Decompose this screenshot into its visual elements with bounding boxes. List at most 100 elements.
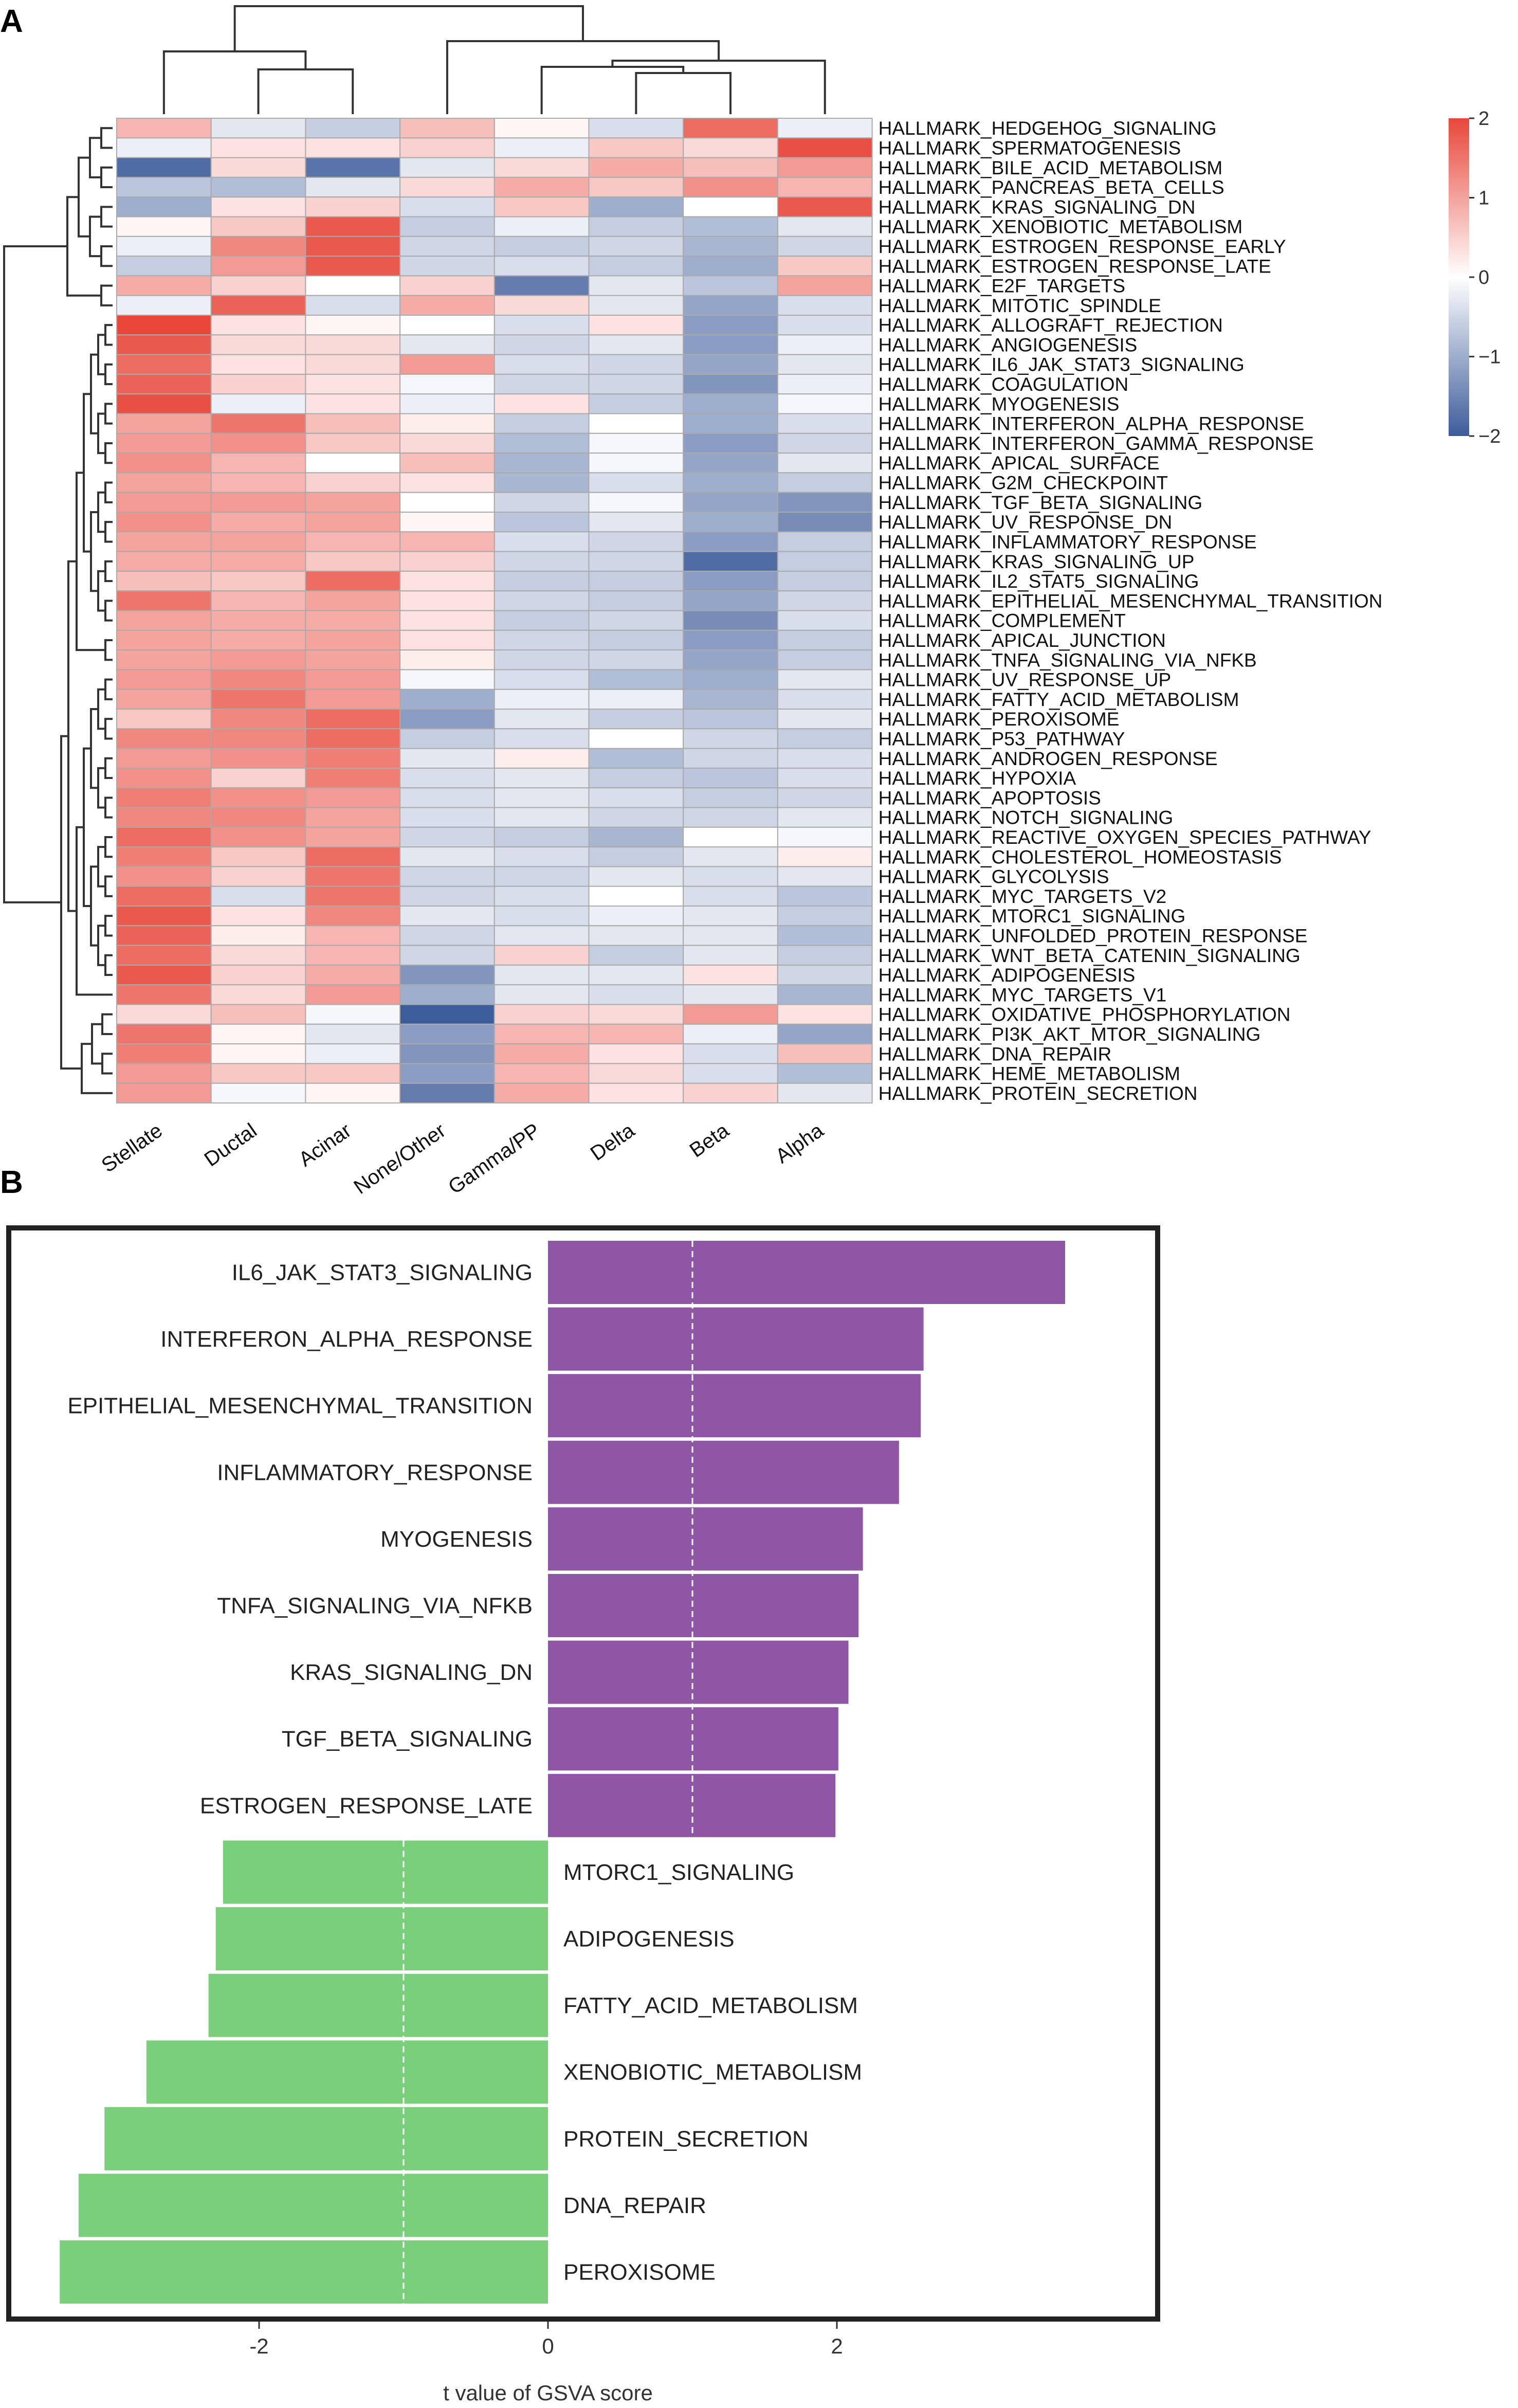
- heatmap-cell: [116, 826, 212, 848]
- heatmap-cell: [493, 1004, 590, 1025]
- heatmap-cell: [683, 176, 778, 198]
- heatmap-cell: [777, 964, 873, 986]
- bar: [60, 2240, 548, 2304]
- heatmap-cell: [493, 807, 590, 828]
- heatmap-cell: [777, 393, 873, 414]
- heatmap-cell: [116, 709, 212, 730]
- heatmap-cell: [116, 906, 212, 927]
- heatmap-cell: [777, 236, 873, 257]
- heatmap-cell: [493, 610, 590, 631]
- heatmap-cell: [116, 590, 212, 611]
- bar-category-label: EPITHELIAL_MESENCHYMAL_TRANSITION: [67, 1393, 533, 1419]
- heatmap-color-legend: 2 1 0 −1 −2: [1449, 108, 1501, 447]
- heatmap-cell: [116, 964, 212, 986]
- dendrogram-branch: [83, 747, 91, 907]
- bar-category-label: PEROXISOME: [563, 2260, 716, 2285]
- heatmap-cell: [210, 295, 306, 316]
- heatmap-cell: [116, 492, 212, 513]
- heatmap-cell: [210, 373, 306, 395]
- heatmap-cell: [588, 709, 684, 730]
- dendrogram-branch: [104, 442, 113, 464]
- heatmap-cell: [210, 176, 306, 198]
- heatmap-cell: [305, 256, 401, 277]
- heatmap-cell: [777, 1004, 873, 1025]
- heatmap-cell: [210, 413, 306, 434]
- bar: [548, 1773, 836, 1837]
- heatmap-row-label: HALLMARK_UNFOLDED_PROTEIN_RESPONSE: [879, 926, 1308, 947]
- dendrogram-branch: [100, 206, 113, 228]
- heatmap-cell: [777, 846, 873, 867]
- dendrogram-branch: [104, 757, 113, 780]
- heatmap-cell: [116, 196, 212, 218]
- heatmap-cell: [116, 413, 212, 434]
- heatmap-cell: [210, 137, 306, 158]
- heatmap-cell: [399, 590, 495, 611]
- heatmap-row-label: HALLMARK_MITOTIC_SPINDLE: [879, 295, 1161, 316]
- heatmap-row-label: HALLMARK_MYOGENESIS: [879, 393, 1120, 414]
- heatmap-cell: [116, 334, 212, 355]
- heatmap-cell: [116, 551, 212, 572]
- heatmap-cell: [210, 826, 306, 848]
- dendrogram-branch: [78, 156, 90, 238]
- heatmap-cell: [399, 295, 495, 316]
- heatmap-cell: [777, 531, 873, 552]
- heatmap-cell: [399, 984, 495, 1005]
- dendrogram-branch: [104, 324, 113, 346]
- heatmap-cell: [305, 452, 401, 474]
- heatmap-cell: [588, 787, 684, 808]
- heatmap-cell: [683, 1043, 778, 1064]
- dendrogram-branch: [97, 688, 105, 730]
- heatmap-row-label: HALLMARK_EPITHELIAL_MESENCHYMAL_TRANSITI…: [879, 590, 1383, 611]
- heatmap-row-label: HALLMARK_UV_RESPONSE_DN: [879, 512, 1173, 533]
- heatmap-cell: [683, 767, 778, 789]
- heatmap-cell: [210, 945, 306, 966]
- heatmap-cell: [777, 709, 873, 730]
- heatmap-cell: [777, 866, 873, 887]
- heatmap-cell: [399, 787, 495, 808]
- heatmap-cell: [399, 629, 495, 651]
- heatmap-row-label: HALLMARK_INFLAMMATORY_RESPONSE: [879, 532, 1257, 553]
- bar-chart: IL6_JAK_STAT3_SIGNALING INTERFERON_ALPHA_…: [60, 1241, 1065, 2304]
- heatmap-cell: [683, 354, 778, 375]
- heatmap-cell: [116, 866, 212, 887]
- dendrogram-branch: [233, 5, 584, 51]
- heatmap-cell: [588, 1004, 684, 1025]
- heatmap-cell: [683, 984, 778, 1005]
- heatmap-cell: [305, 866, 401, 887]
- heatmap-cell: [116, 846, 212, 867]
- heatmap-cell: [116, 512, 212, 533]
- heatmap-cell: [305, 1004, 401, 1025]
- heatmap-cell: [493, 629, 590, 651]
- bar: [146, 2040, 548, 2104]
- column-dendrogram: [162, 5, 826, 114]
- heatmap-cell: [683, 1004, 778, 1025]
- panel-a-label: A: [0, 4, 23, 39]
- heatmap-cell: [305, 984, 401, 1005]
- heatmap-cell: [399, 1043, 495, 1064]
- dendrogram-branch: [446, 40, 720, 114]
- heatmap-cell: [305, 629, 401, 651]
- heatmap-cell: [493, 315, 590, 336]
- heatmap-cell: [399, 452, 495, 474]
- bar: [223, 1840, 548, 1904]
- dendrogram-branch: [97, 925, 105, 966]
- heatmap-cell: [683, 629, 778, 651]
- dendrogram-branch: [97, 491, 105, 533]
- heatmap-cell: [493, 196, 590, 218]
- heatmap-cell: [493, 531, 590, 552]
- heatmap-cell: [210, 196, 306, 218]
- heatmap-cell: [399, 236, 495, 257]
- heatmap-cell: [116, 945, 212, 966]
- heatmap-cell: [493, 945, 590, 966]
- heatmap-cell: [305, 885, 401, 907]
- heatmap-cell: [777, 334, 873, 355]
- dendrogram-branch: [100, 245, 113, 267]
- heatmap-cell: [210, 452, 306, 474]
- heatmap-cell: [493, 669, 590, 690]
- heatmap-cell: [683, 590, 778, 611]
- dendrogram-branch: [101, 1013, 113, 1035]
- heatmap-cell: [305, 925, 401, 946]
- dendrogram-branch: [611, 60, 826, 114]
- heatmap-cell: [588, 570, 684, 592]
- heatmap-cell: [777, 610, 873, 631]
